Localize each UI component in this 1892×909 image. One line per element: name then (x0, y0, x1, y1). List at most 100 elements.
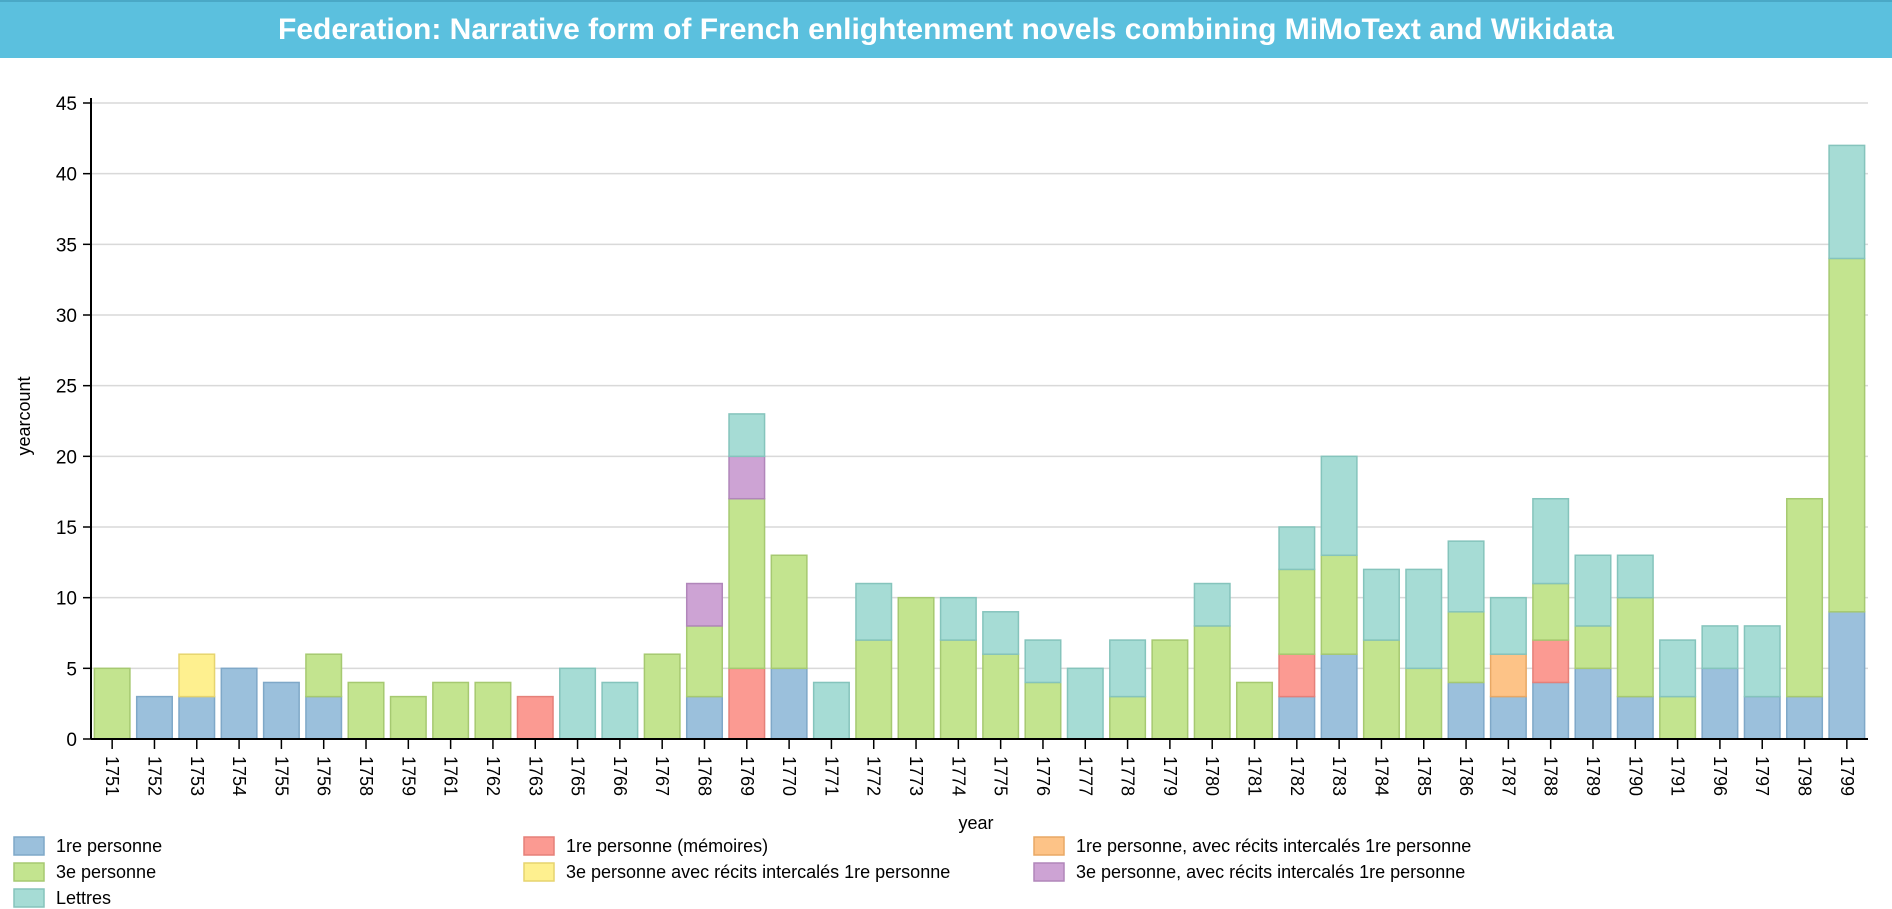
bar-segment (1659, 639, 1697, 698)
bar-segment (1278, 568, 1316, 655)
bar-segment (220, 667, 258, 740)
bar-segment (855, 582, 893, 641)
bar-segment (1532, 639, 1570, 684)
legend-swatch (13, 888, 45, 908)
bar-segment (1743, 695, 1781, 740)
x-tick-label: 1755 (271, 756, 291, 796)
x-tick-label: 1784 (1371, 756, 1391, 796)
bar-segment (1320, 455, 1358, 557)
x-tick-label: 1780 (1202, 756, 1222, 796)
x-tick-label: 1782 (1287, 756, 1307, 796)
bar-segment (1278, 526, 1316, 571)
x-tick-label: 1772 (864, 756, 884, 796)
bar-segment (1447, 681, 1485, 740)
x-tick-label: 1789 (1583, 756, 1603, 796)
bar-segment (855, 639, 893, 740)
y-tick-label: 5 (66, 659, 77, 680)
y-tick-label: 0 (66, 730, 77, 751)
x-tick-label: 1783 (1329, 756, 1349, 796)
legend-swatch (1033, 836, 1065, 856)
bar-segment (643, 653, 681, 740)
x-tick-label: 1761 (441, 756, 461, 796)
bar-segment (559, 667, 597, 740)
bar-segment (770, 667, 808, 740)
bar-segment (1405, 568, 1443, 670)
x-tick-label: 1753 (187, 756, 207, 796)
y-tick-label: 20 (56, 447, 77, 468)
grid-lines (91, 102, 1868, 670)
bar-segment (1701, 625, 1739, 670)
bar-segment (1532, 582, 1570, 641)
bar-segment (728, 413, 766, 458)
x-tick-label: 1778 (1118, 756, 1138, 796)
y-tick-label: 35 (56, 235, 77, 256)
x-tick-label: 1766 (610, 756, 630, 796)
bar-segment (1193, 625, 1231, 740)
bar-segment (1743, 625, 1781, 698)
legend-label: 3e personne avec récits intercalés 1re p… (566, 862, 950, 882)
legend-swatch (13, 836, 45, 856)
bar-segment (432, 681, 470, 740)
x-tick-label: 1773 (906, 756, 926, 796)
legend-label: 1re personne (mémoires) (566, 836, 768, 856)
bar-segment (1574, 625, 1612, 670)
bar-segment (939, 639, 977, 740)
x-tick-label: 1771 (821, 756, 841, 796)
bar-segment (1574, 667, 1612, 740)
bar-segment (1447, 540, 1485, 613)
bar-segment (93, 667, 131, 740)
x-tick-label: 1788 (1541, 756, 1561, 796)
bar-segment (1616, 596, 1654, 698)
x-tick-label: 1774 (948, 756, 968, 796)
x-tick-label: 1769 (737, 756, 757, 796)
x-tick-label: 1785 (1414, 756, 1434, 796)
bar-segment (1701, 667, 1739, 740)
bar-segment (1489, 596, 1527, 655)
x-tick-label: 1791 (1668, 756, 1688, 796)
legend-label: Lettres (56, 888, 111, 908)
bar-segment (1828, 611, 1866, 740)
bar-segment (1024, 639, 1062, 684)
y-tick-label: 10 (56, 589, 77, 610)
bar-segment (1066, 667, 1104, 740)
x-tick-label: 1770 (779, 756, 799, 796)
bar-segment (1278, 695, 1316, 740)
bar-segment (1109, 695, 1147, 740)
y-tick-label: 25 (56, 377, 77, 398)
x-tick-label: 1787 (1498, 756, 1518, 796)
x-tick-label: 1758 (356, 756, 376, 796)
bar-segment (262, 681, 300, 740)
bar-segment (1786, 695, 1824, 740)
x-tick-label: 1765 (568, 756, 588, 796)
bar-segment (601, 681, 639, 740)
x-tick-label: 1775 (991, 756, 1011, 796)
stacked-bar-chart: 0 5 10 15 20 25 30 35 40 45 1751 1752 1753 1754 1755 17… (13, 94, 1868, 908)
bar-segment (1828, 144, 1866, 260)
x-tick-label: 1790 (1625, 756, 1645, 796)
bar-segment (982, 611, 1020, 655)
legend-swatch (523, 836, 555, 856)
x-tick-label: 1752 (144, 756, 164, 796)
bar-segment (1786, 497, 1824, 698)
x-tick-label: 1779 (1160, 756, 1180, 796)
bar-segment (939, 596, 977, 641)
legend-label: 3e personne, avec récits intercalés 1re … (1076, 862, 1465, 882)
bar-segment (685, 582, 724, 627)
bar-segment (1828, 257, 1866, 613)
bar-segment (1362, 568, 1400, 641)
bar-segment (135, 695, 173, 740)
x-tick-label: 1777 (1075, 756, 1095, 796)
bar-segment (812, 681, 850, 740)
bar-segment (1024, 681, 1062, 740)
x-tick-label: 1776 (1033, 756, 1053, 796)
x-tick-label: 1768 (694, 756, 714, 796)
legend-label: 3e personne (56, 862, 156, 882)
bars (93, 144, 1866, 740)
bar-segment (1532, 681, 1570, 740)
chart-title-bar: Federation: Narrative form of French enl… (0, 0, 1892, 58)
x-tick-label: 1762 (483, 756, 503, 796)
bar-segment (1405, 667, 1443, 740)
legend-swatch (523, 862, 555, 882)
x-tick-label: 1797 (1752, 756, 1772, 796)
bar-segment (1193, 582, 1231, 627)
